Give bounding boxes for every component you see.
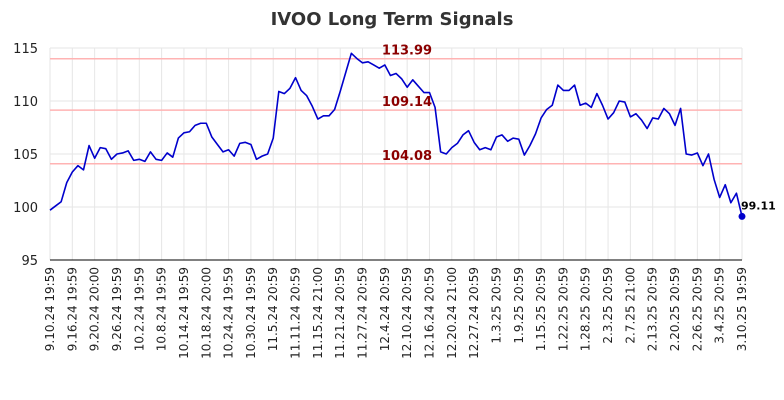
x-tick-label: 1.22.25 20:59 [556,267,570,351]
x-tick-label: 10.2.24 19:59 [132,267,146,351]
x-tick-label: 1.9.25 20:59 [512,267,526,344]
signal-label: 104.08 [382,149,432,164]
x-tick-label: 2.7.25 21:00 [623,267,637,344]
x-tick-label: 11.15.24 21:00 [311,267,325,359]
x-tick-label: 10.24.24 19:59 [222,267,236,359]
x-tick-label: 12.16.24 20:59 [422,267,436,359]
last-point-marker [738,212,746,220]
x-tick-label: 12.10.24 20:59 [400,267,414,359]
y-tick-label: 110 [13,95,38,110]
x-tick-label: 1.28.25 20:59 [579,267,593,351]
x-tick-label: 3.4.25 20:59 [713,267,727,344]
chart-title: IVOO Long Term Signals [271,9,514,30]
x-tick-label: 2.26.25 20:59 [690,267,704,351]
price-series-line [49,52,743,217]
x-tick-label: 9.20.24 20:00 [88,267,102,351]
x-tick-label: 9.26.24 19:59 [110,267,124,351]
x-tick-label: 11.11.24 20:59 [289,267,303,359]
signal-lines [50,57,742,165]
x-tick-label: 3.10.25 19:59 [735,267,749,351]
y-tick-label: 95 [21,254,38,269]
x-tick-label: 10.8.24 19:59 [155,267,169,351]
x-tick-label: 10.18.24 20:00 [199,267,213,359]
x-tick-label: 1.3.25 20:59 [489,267,503,344]
x-tick-label: 10.14.24 19:59 [177,267,191,359]
signal-label: 109.14 [382,95,432,110]
x-tick-label: 1.15.25 20:59 [534,267,548,351]
x-tick-label: 9.16.24 19:59 [65,267,79,351]
x-tick-label: 11.5.24 20:59 [266,267,280,351]
grid [49,47,743,261]
x-tick-label: 12.27.24 20:59 [467,267,481,359]
x-tick-label: 2.13.25 20:59 [646,267,660,351]
x-tick-label: 10.30.24 19:59 [244,267,258,359]
y-tick-label: 100 [13,201,38,216]
series [49,52,746,220]
x-tick-label: 2.20.25 20:59 [668,267,682,351]
x-tick-label: 11.21.24 20:59 [333,267,347,359]
labels: 113.99 109.14 104.08 99.11 [382,44,776,213]
axes: 95 100 105 110 115 9.10.24 19:59 9.16.24 19:59… [13,42,749,359]
last-point-label: 99.11 [741,199,776,212]
signal-label: 113.99 [382,44,432,59]
y-tick-label: 115 [13,42,38,57]
x-tick-label: 9.10.24 19:59 [43,267,57,351]
y-tick-label: 105 [13,148,38,163]
x-tick-label: 12.4.24 20:59 [378,267,392,351]
x-tick-label: 12.20.24 21:00 [445,267,459,359]
x-tick-label: 2.3.25 20:59 [601,267,615,344]
x-tick-label: 11.27.24 20:59 [356,267,370,359]
